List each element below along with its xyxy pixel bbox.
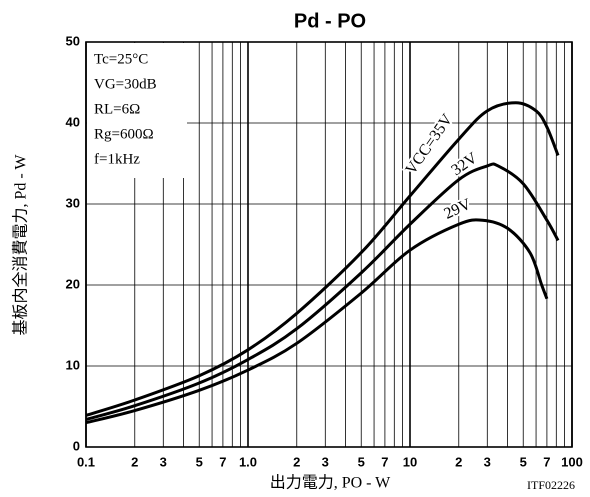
annotation: VG=30dB [94, 76, 157, 92]
y-tick-label: 0 [73, 438, 80, 453]
y-tick-label: 40 [66, 114, 80, 129]
x-tick-label: 10 [403, 454, 417, 469]
x-tick-label: 100 [561, 454, 583, 469]
annotation: Tc=25°C [94, 51, 148, 67]
y-tick-label: 30 [66, 195, 80, 210]
y-tick-label: 10 [66, 357, 80, 372]
x-axis-label: 出力電力, PO - W [270, 474, 391, 492]
annotation: f=1kHz [94, 151, 140, 167]
annotation-box [87, 43, 187, 178]
annotation: Rg=600Ω [94, 126, 154, 142]
x-tick-label: 0.1 [77, 454, 95, 469]
x-tick-label: 3 [322, 454, 329, 469]
plot-frame [85, 41, 573, 448]
x-tick-label: 5 [196, 454, 203, 469]
x-tick-label: 7 [543, 454, 550, 469]
x-tick-label: 2 [293, 454, 300, 469]
x-tick-label: 5 [520, 454, 527, 469]
series-label: 29V [442, 196, 475, 223]
chart-title: Pd - PO [294, 10, 366, 32]
y-tick-label: 50 [66, 33, 80, 48]
x-tick-label: 7 [381, 454, 388, 469]
x-tick-label: 7 [219, 454, 226, 469]
x-tick-label: 1.0 [239, 454, 257, 469]
y-axis-label: 基板内全消費電力, Pd - W [12, 154, 30, 336]
annotation: RL=6Ω [94, 101, 140, 117]
curve [85, 101, 560, 417]
x-tick-label: 2 [131, 454, 138, 469]
y-tick-label: 20 [66, 276, 80, 291]
x-tick-label: 3 [484, 454, 491, 469]
x-tick-label: 5 [358, 454, 365, 469]
curve [85, 162, 560, 421]
x-tick-label: 3 [160, 454, 167, 469]
figure-code: ITF02226 [527, 478, 575, 492]
curve [85, 218, 549, 425]
x-tick-label: 2 [455, 454, 462, 469]
